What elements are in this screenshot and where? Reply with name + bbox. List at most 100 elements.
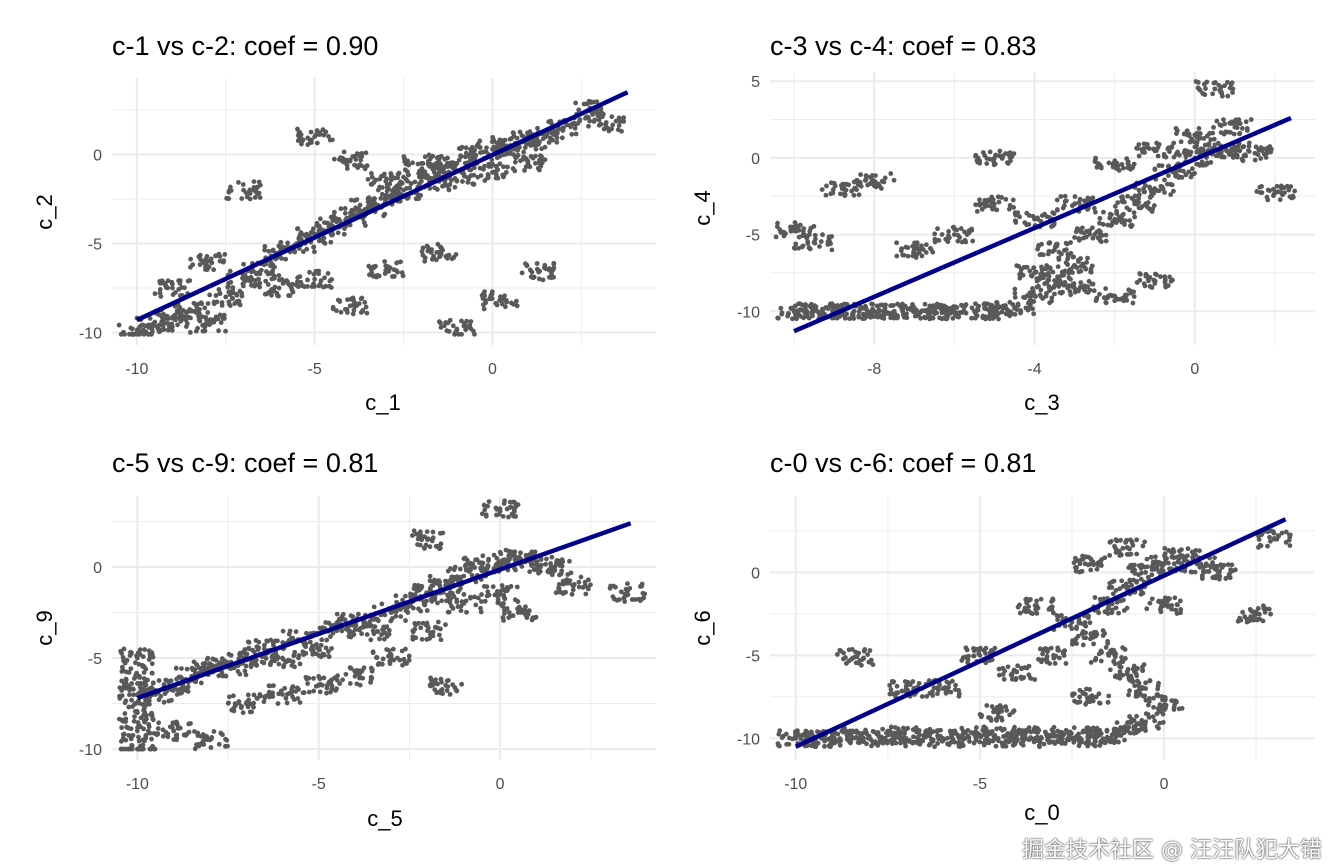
data-point <box>569 591 575 597</box>
data-point <box>1227 121 1233 126</box>
data-point <box>262 247 267 253</box>
data-point <box>832 315 838 321</box>
data-point <box>360 624 365 630</box>
data-point <box>899 306 905 312</box>
data-point <box>561 590 566 596</box>
data-point <box>387 181 393 187</box>
data-point <box>559 557 565 563</box>
data-point <box>959 239 965 245</box>
data-point <box>382 612 388 618</box>
data-point <box>233 291 239 297</box>
data-point <box>485 172 491 177</box>
data-point <box>261 699 267 705</box>
data-point <box>477 165 483 171</box>
data-point <box>466 176 471 182</box>
data-point <box>491 144 497 150</box>
data-point <box>129 650 134 656</box>
data-point <box>1055 264 1061 270</box>
data-point <box>297 700 303 705</box>
y-tick-label: -10 <box>79 326 102 343</box>
data-point <box>1147 206 1153 212</box>
data-point <box>327 283 332 289</box>
data-point <box>1094 164 1100 170</box>
data-point <box>506 615 512 621</box>
data-point <box>882 175 888 181</box>
data-point <box>353 157 359 162</box>
data-point <box>1130 666 1136 672</box>
data-point <box>446 609 452 615</box>
data-point <box>1151 203 1157 208</box>
data-point <box>973 725 979 730</box>
data-point <box>192 667 198 672</box>
data-point <box>1173 173 1179 179</box>
data-point <box>406 657 412 663</box>
data-point <box>971 731 977 737</box>
data-point <box>172 313 178 319</box>
data-point <box>1071 725 1077 731</box>
data-point <box>1052 283 1058 288</box>
data-point <box>400 273 406 279</box>
data-point <box>1023 305 1029 311</box>
data-point <box>627 585 633 591</box>
data-point <box>379 173 384 179</box>
data-point <box>510 130 516 136</box>
data-point <box>794 228 799 234</box>
data-point <box>429 598 435 604</box>
data-point <box>1028 273 1034 279</box>
data-point <box>568 570 574 576</box>
data-point <box>1013 219 1019 225</box>
panel-title: c-5 vs c-9: coef = 0.81 <box>112 448 378 478</box>
data-point <box>622 599 628 604</box>
data-point <box>1152 718 1158 724</box>
data-point <box>1127 730 1133 736</box>
data-point <box>549 565 555 571</box>
data-point <box>592 117 598 123</box>
data-point <box>290 659 296 665</box>
data-point <box>262 695 268 701</box>
data-point <box>217 258 223 264</box>
data-point <box>458 608 464 614</box>
data-point <box>801 226 807 232</box>
data-point <box>427 573 433 579</box>
data-point <box>1123 218 1128 223</box>
data-point <box>1036 283 1041 289</box>
data-point <box>576 584 582 590</box>
data-point <box>547 274 552 280</box>
data-point <box>278 688 284 694</box>
data-point <box>936 304 942 310</box>
data-point <box>1137 687 1142 693</box>
data-point <box>175 687 181 693</box>
data-point <box>228 279 234 285</box>
data-point <box>1230 86 1236 92</box>
data-point <box>297 661 303 667</box>
data-point <box>1068 250 1074 256</box>
data-point <box>167 724 173 730</box>
data-point <box>844 301 850 307</box>
data-point <box>1063 247 1069 253</box>
data-point <box>505 164 510 170</box>
data-point <box>888 171 894 176</box>
data-point <box>864 741 869 747</box>
data-point <box>231 705 237 711</box>
data-point <box>1095 730 1101 735</box>
data-point <box>1052 291 1057 297</box>
data-point <box>287 628 293 634</box>
data-point <box>347 158 353 164</box>
data-point <box>424 529 430 535</box>
data-point <box>536 570 541 576</box>
data-point <box>158 327 164 333</box>
data-point <box>329 677 335 683</box>
data-point <box>534 261 540 266</box>
data-point <box>1008 309 1014 315</box>
data-point <box>391 657 397 663</box>
data-point <box>892 312 898 317</box>
data-point <box>542 157 548 163</box>
data-point <box>304 284 310 289</box>
data-point <box>478 605 483 611</box>
data-point <box>141 718 147 724</box>
data-point <box>536 167 542 173</box>
data-point <box>425 623 430 629</box>
data-point <box>326 654 332 660</box>
data-point <box>1248 117 1254 122</box>
data-point <box>203 256 209 262</box>
